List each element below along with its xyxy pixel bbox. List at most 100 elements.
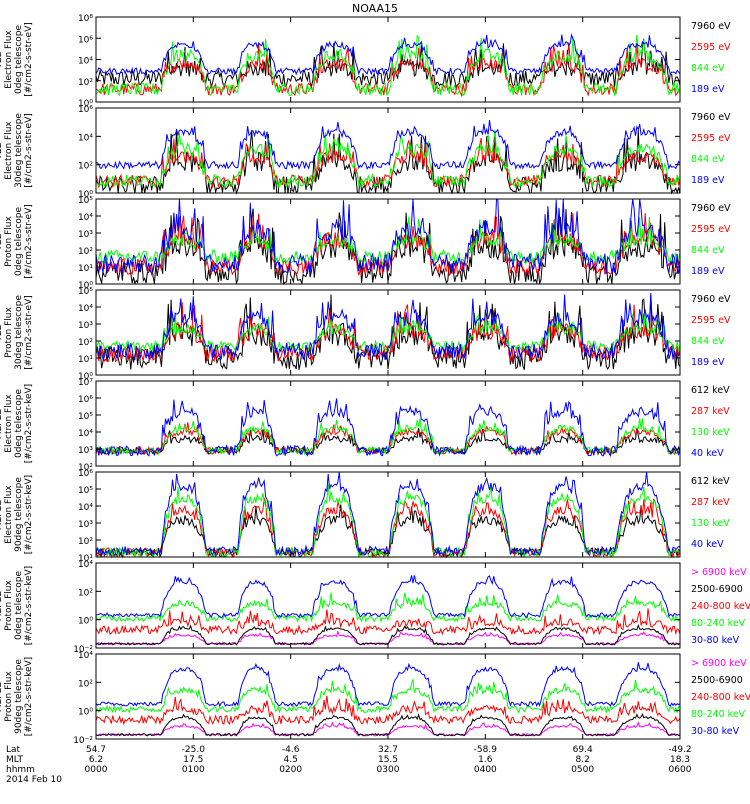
series-line-5-4: [95, 398, 681, 458]
y-axis-label-line: 30deg telescope: [14, 113, 24, 188]
footer-tick-mlt: 1.6: [478, 755, 493, 765]
y-tick-label: 10⁷: [78, 378, 93, 388]
legend-entry: 80-240 keV: [691, 618, 746, 629]
y-axis-label-line: 0deg telescope: [14, 389, 24, 459]
legend-entry: 240-800 keV: [691, 601, 750, 612]
y-axis-label-line: Proton Flux: [4, 580, 14, 631]
footer-row-label: hhmm: [6, 765, 35, 775]
footer-row-label: 2014 Feb 10: [6, 775, 62, 785]
series-line-8-1: [95, 721, 681, 737]
y-tick-label: 10²: [78, 537, 93, 547]
series-line-6-1: [95, 504, 681, 559]
y-axis-label-line: 0deg telescope: [14, 571, 24, 641]
y-tick-label: 10³: [78, 321, 93, 331]
y-tick-label: 10⁴: [78, 503, 93, 513]
legend-entry: 2500-6900: [691, 675, 743, 686]
legend-entry: 30-80 keV: [691, 635, 740, 646]
y-tick-label: 10⁶: [78, 469, 93, 479]
y-axis-label-line: [#/cm2-s-str-keV]: [24, 475, 34, 554]
footer-tick-hhmm: 0600: [669, 765, 692, 775]
y-tick-label: 10⁴: [78, 560, 93, 570]
series-line-6-3: [95, 483, 681, 559]
series-line-1-2: [95, 42, 681, 98]
legend-entry: 2595 eV: [691, 224, 731, 235]
series-line-3-4: [95, 198, 681, 274]
series-line-7-4: [95, 592, 681, 623]
series-line-1-4: [95, 33, 681, 77]
series-line-4-1: [95, 294, 681, 371]
y-tick-label: 10²: [78, 162, 93, 172]
footer-tick-mlt: 8.2: [576, 755, 590, 765]
y-axis-label-line: 0deg telescope: [14, 25, 24, 95]
footer-tick-lat: -58.9: [474, 745, 498, 755]
y-tick-label: 10⁴: [78, 651, 93, 661]
y-tick-label: 10²: [78, 338, 93, 348]
panel-frame: [95, 107, 681, 194]
legend-entry: 2595 eV: [691, 42, 731, 53]
legend-entry: 2500-6900: [691, 584, 743, 595]
series-line-7-5: [95, 575, 681, 619]
legend-entry: 7960 eV: [691, 203, 731, 214]
footer-tick-mlt: 6.2: [89, 755, 103, 765]
series-line-8-4: [95, 677, 681, 715]
y-tick-label: 10⁵: [78, 486, 93, 496]
y-tick-label: 10⁻²: [73, 736, 93, 746]
y-tick-label: 10⁶: [78, 105, 93, 115]
footer-tick-mlt: 4.5: [284, 755, 298, 765]
y-axis-label-line: TED: [0, 141, 4, 160]
series-line-4-4: [95, 292, 681, 361]
y-axis-label: MEPEDElectron Flux90deg telescope[#/cm2-…: [0, 475, 34, 554]
footer-tick-lat: -25.0: [182, 745, 206, 755]
legend-entry: 130 keV: [691, 427, 730, 438]
y-tick-label: 10⁰: [78, 99, 93, 109]
y-axis-label-line: [#/cm2-s-str-eV]: [24, 113, 34, 188]
legend-entry: 130 keV: [691, 518, 730, 529]
legend-entry: 612 keV: [691, 476, 730, 487]
y-axis-label-line: [#/cm2-s-str-eV]: [24, 204, 34, 279]
legend-entry: 189 eV: [691, 266, 725, 277]
series-line-5-3: [95, 418, 681, 456]
y-tick-label: 10¹: [78, 264, 93, 274]
y-axis-label-line: [#/cm2-s-str-keV]: [24, 566, 34, 645]
panel-1: 10⁰ 10² 10⁴ 10⁶ 10⁸ TEDElectron Flux0deg tele…: [0, 14, 731, 109]
y-axis-label-line: Electron Flux: [4, 394, 14, 453]
y-axis-label: MEPEDProton Flux0deg telescope[#/cm2-s-s…: [0, 566, 34, 645]
legend-entry: 40 keV: [691, 448, 724, 459]
legend-entry: 287 keV: [691, 406, 730, 417]
legend-entry: 2595 eV: [691, 315, 731, 326]
y-axis-label-line: MEPED: [0, 499, 4, 531]
footer-tick-hhmm: 0500: [571, 765, 594, 775]
y-axis-label-line: TED: [0, 232, 4, 251]
y-axis-label-line: 90deg telescope: [14, 659, 24, 734]
y-axis-label: TEDProton Flux0deg telescope[#/cm2-s-str…: [0, 204, 34, 279]
series-line-3-3: [95, 216, 681, 266]
y-axis-label-line: Proton Flux: [4, 307, 14, 358]
y-tick-label: 10⁻²: [73, 645, 93, 655]
legend-entry: 40 keV: [691, 539, 724, 550]
y-tick-label: 10²: [78, 588, 93, 598]
footer-tick-mlt: 18.3: [670, 755, 690, 765]
y-axis-label-line: MEPED: [0, 590, 4, 622]
y-tick-label: 10⁴: [78, 429, 93, 439]
y-tick-label: 10²: [78, 463, 93, 473]
panel-5: 10² 10³ 10⁴ 10⁵ 10⁶ 10⁷ MEPEDElectron Flux0deg…: [0, 378, 730, 473]
y-axis-label: TEDElectron Flux0deg telescope[#/cm2-s-s…: [0, 22, 34, 97]
y-tick-label: 10²: [78, 78, 93, 88]
footer-tick-mlt: 15.5: [378, 755, 398, 765]
y-axis-label-line: [#/cm2-s-str-keV]: [24, 384, 34, 463]
footer-row-label: MLT: [6, 755, 24, 765]
y-axis-label: MEPEDElectron Flux0deg telescope[#/cm2-s…: [0, 384, 34, 463]
panel-4: 10⁰ 10¹ 10² 10³ 10⁴ 10⁵ TEDProton Flux30deg te…: [0, 287, 731, 382]
legend-entry: 189 eV: [691, 357, 725, 368]
y-axis-label-line: TED: [0, 50, 4, 69]
legend-entry: 844 eV: [691, 245, 725, 256]
y-tick-label: 10⁰: [78, 708, 93, 718]
footer-tick-hhmm: 0400: [474, 765, 497, 775]
legend-entry: > 6900 keV: [691, 658, 747, 669]
y-tick-label: 10⁰: [78, 372, 93, 382]
series-line-6-4: [95, 471, 681, 557]
